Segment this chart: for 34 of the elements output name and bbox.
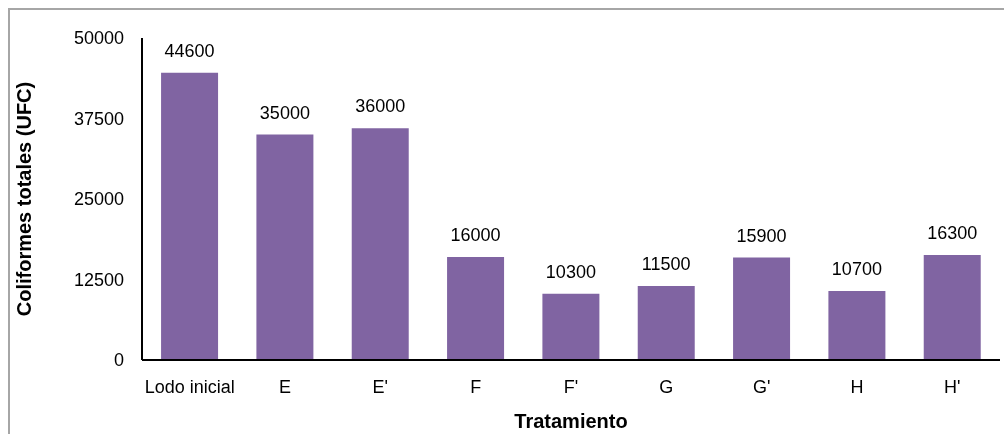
data-label: 15900 — [736, 225, 787, 246]
bar — [828, 291, 886, 360]
y-tick-label: 12500 — [73, 269, 124, 290]
x-tick-label: H — [850, 376, 864, 397]
x-tick-label: Lodo inicial — [144, 376, 235, 397]
data-label: 11500 — [641, 253, 691, 274]
data-label: 36000 — [355, 96, 406, 117]
x-tick-label: G' — [752, 376, 771, 397]
bar — [637, 285, 695, 360]
bar — [733, 257, 791, 360]
bar — [256, 134, 314, 360]
y-tick-label: 37500 — [73, 108, 124, 129]
x-tick-label: E' — [372, 376, 389, 397]
x-tick-label: F' — [563, 376, 579, 397]
x-tick-label: H' — [944, 376, 961, 397]
x-axis-title: Tratamiento — [514, 410, 628, 432]
bar — [447, 256, 505, 360]
bar — [161, 72, 219, 360]
data-label: 44600 — [164, 40, 215, 61]
data-label: 10300 — [545, 261, 596, 282]
y-axis-title: Coliformes totales (UFC) — [13, 81, 36, 317]
data-label: 35000 — [259, 102, 310, 123]
x-tick-label: G — [659, 376, 674, 397]
data-label: 16300 — [927, 223, 978, 244]
bar — [542, 293, 600, 360]
data-label: 16000 — [450, 224, 501, 245]
bar — [351, 128, 409, 360]
x-tick-label: E — [278, 376, 292, 397]
data-label: 10700 — [831, 259, 882, 280]
y-tick-label: 50000 — [73, 28, 124, 49]
bar — [923, 255, 981, 360]
x-tick-label: F — [470, 376, 482, 397]
y-tick-label: 0 — [113, 350, 124, 371]
y-tick-label: 25000 — [73, 189, 124, 210]
